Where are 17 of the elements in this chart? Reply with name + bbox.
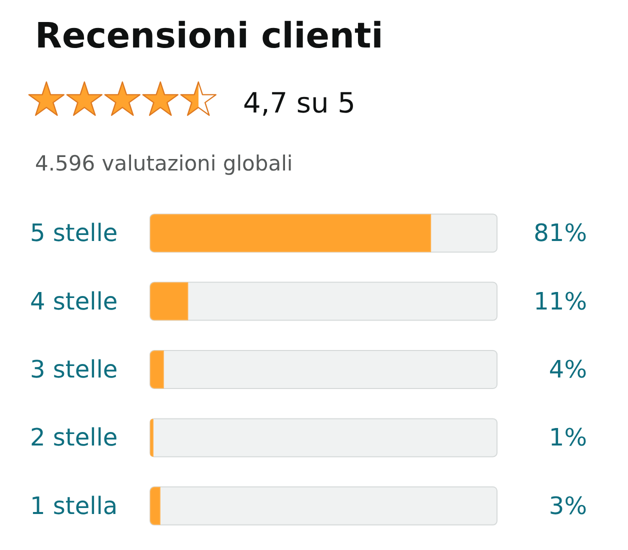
- bar: [150, 418, 154, 457]
- data-label: 81%: [534, 219, 587, 248]
- data-label: 11%: [534, 287, 587, 316]
- y-tick-label: 3 stelle: [30, 356, 118, 384]
- y-tick-label: 1 stella: [30, 492, 118, 520]
- chart-title: Recensioni clienti: [35, 16, 384, 56]
- data-label: 4%: [548, 356, 587, 384]
- y-tick-label: 4 stelle: [30, 287, 118, 316]
- y-tick-label: 2 stelle: [30, 424, 118, 452]
- text: 4.596 valutazioni globali: [35, 152, 293, 176]
- chart-subtitle: 4,7 su 5: [243, 86, 356, 120]
- bar: [150, 282, 188, 320]
- bar: [150, 486, 160, 525]
- y-tick-label: 5 stelle: [30, 219, 118, 248]
- bar: [150, 350, 164, 388]
- data-label: 1%: [548, 424, 587, 452]
- data-label: 3%: [548, 492, 587, 520]
